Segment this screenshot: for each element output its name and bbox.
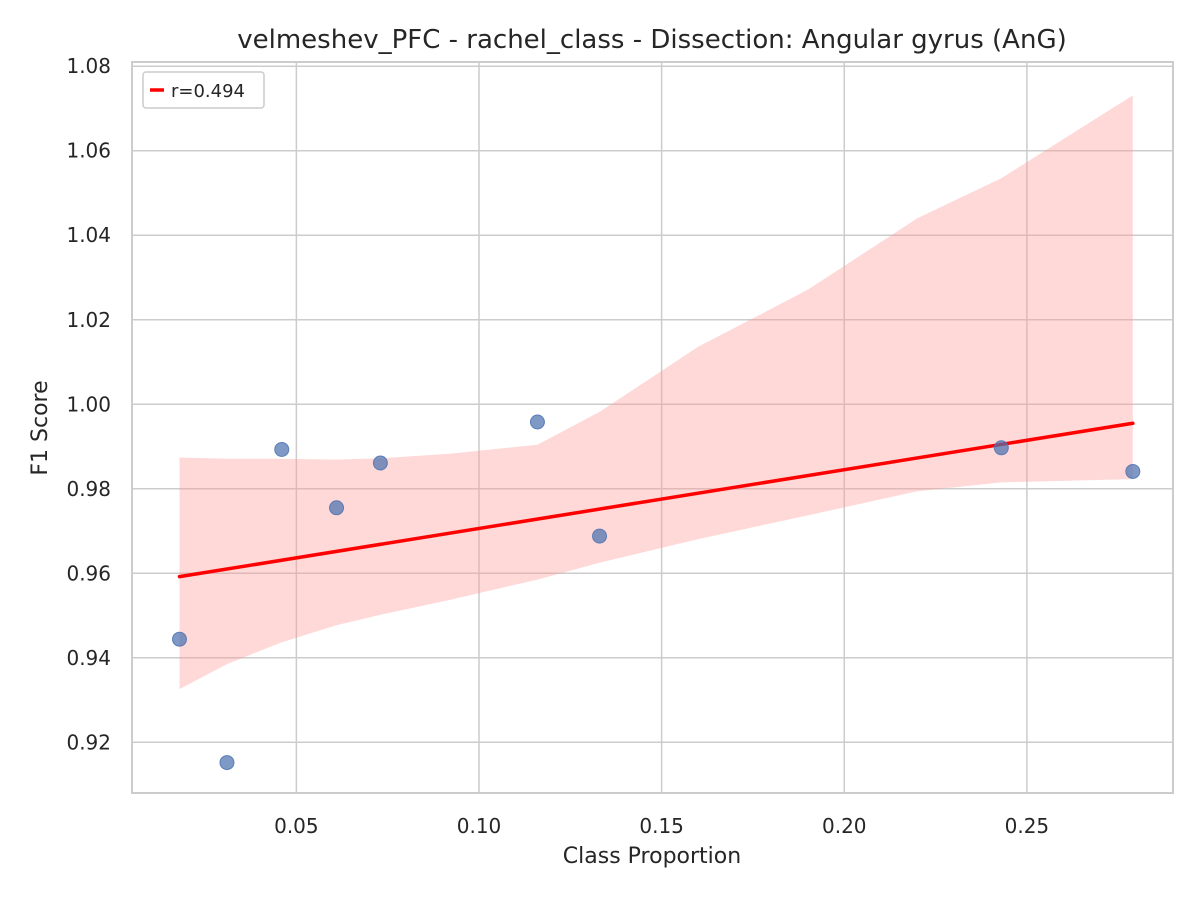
data-point [219, 755, 235, 771]
x-tick-labels: 0.05 0.10 0.15 0.20 0.25 [274, 814, 1049, 838]
legend-label: r=0.494 [171, 81, 245, 102]
y-tick-label: 1.02 [66, 308, 111, 332]
y-tick-labels: 0.92 0.94 0.96 0.98 1.00 1.02 1.04 1.06 1.08 [66, 54, 111, 754]
y-tick-label: 1.00 [66, 392, 111, 416]
data-point [274, 441, 290, 457]
data-point [1125, 463, 1141, 479]
plot-area [132, 62, 1173, 793]
data-point [372, 455, 388, 471]
data-point [329, 500, 345, 516]
confidence-band [179, 95, 1133, 690]
y-tick-label: 1.08 [66, 54, 111, 78]
y-tick-label: 0.94 [66, 646, 111, 670]
y-tick-label: 0.98 [66, 477, 111, 501]
regression-line [177, 421, 1135, 579]
x-tick-label: 0.20 [822, 814, 867, 838]
data-point [529, 414, 545, 430]
x-tick-label: 0.10 [457, 814, 502, 838]
legend: r=0.494 [142, 71, 265, 109]
y-tick-label: 1.06 [66, 139, 111, 163]
confidence-band-area [179, 95, 1133, 690]
data-point [592, 528, 608, 544]
x-tick-label: 0.25 [1005, 814, 1050, 838]
data-point [171, 631, 187, 647]
y-axis-label: F1 Score [28, 380, 53, 475]
y-tick-label: 1.04 [66, 223, 111, 247]
plot-frame [131, 61, 1174, 794]
chart-title: velmeshev_PFC - rachel_class - Dissectio… [237, 25, 1067, 55]
y-tick-label: 0.96 [66, 561, 111, 585]
x-tick-label: 0.15 [639, 814, 684, 838]
legend-box [142, 71, 265, 109]
y-tick-label: 0.92 [66, 730, 111, 754]
data-points [171, 414, 1141, 771]
grid [132, 62, 1173, 793]
x-tick-label: 0.05 [274, 814, 319, 838]
x-axis-label: Class Proportion [563, 844, 741, 869]
regression-line-path [177, 421, 1135, 579]
data-point [993, 440, 1009, 456]
